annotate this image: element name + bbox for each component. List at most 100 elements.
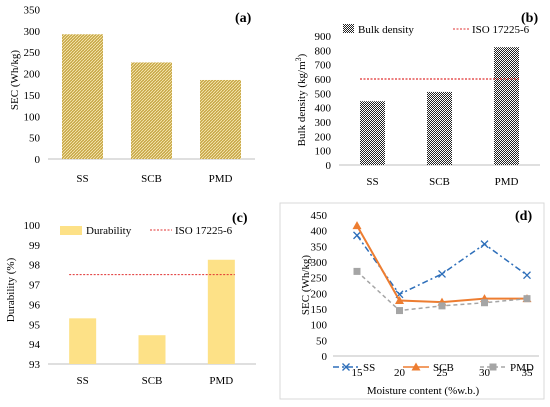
chart-d-frame xyxy=(279,202,545,400)
chart-c-ytick-label: 95 xyxy=(29,319,41,331)
data-point-ss xyxy=(523,271,531,280)
x-axis-title-d: Moisture content (%w.b.) xyxy=(367,385,480,397)
chart-b-ytick-label: 100 xyxy=(315,146,332,158)
chart-a-bar xyxy=(200,79,241,159)
chart-a-ytick-label: 50 xyxy=(29,133,41,145)
chart-c-ytick-label: 97 xyxy=(29,280,41,292)
chart-d-ytick-label: 350 xyxy=(311,241,328,253)
legend-d: SS SCB PMD xyxy=(333,362,534,374)
chart-b-bar xyxy=(427,91,452,165)
legend-d-marker-scb xyxy=(411,362,421,371)
legend-d-label-pmd: PMD xyxy=(510,362,534,374)
y-axis-title-b-sup: 3 xyxy=(294,57,303,61)
chart-c-category-label: PMD xyxy=(209,375,233,387)
data-point-pmd xyxy=(353,267,361,275)
chart-b-ytick-label: 300 xyxy=(315,117,332,129)
y-axis-title-b-end: ) xyxy=(296,53,308,57)
data-point-ss xyxy=(353,231,361,240)
legend-b-series-label: Bulk density xyxy=(358,24,414,36)
chart-d-xtick-label: 20 xyxy=(394,367,406,379)
chart-d-ytick-label: 400 xyxy=(311,226,328,238)
chart-a-ytick-label: 250 xyxy=(24,47,41,59)
chart-d-svg: (d) SEC (Wh/kg) Moisture content (%w.b.)… xyxy=(279,202,545,400)
y-axis-title-a: SEC (Wh/kg) xyxy=(9,50,21,111)
chart-d-xtick-label: 35 xyxy=(522,367,534,379)
chart-b-category-label: SCB xyxy=(429,176,450,188)
chart-c-svg: (c) Durability (%) Durability ISO 17225-… xyxy=(5,211,256,387)
data-point-pmd xyxy=(523,295,531,303)
legend-c-reference-label: ISO 17225-6 xyxy=(175,225,233,237)
data-point-ss xyxy=(438,269,446,278)
chart-d-xtick-label: 25 xyxy=(437,367,449,379)
legend-b-swatch xyxy=(343,24,354,33)
panel-label-b: (b) xyxy=(521,11,538,26)
data-point-pmd xyxy=(396,307,403,315)
legend-d-label-scb: SCB xyxy=(433,362,454,374)
chart-b-ytick-label: 400 xyxy=(315,103,332,115)
chart-a-ytick-label: 100 xyxy=(24,111,41,123)
chart-a-category-label: SS xyxy=(76,173,88,185)
chart-b-category-label: PMD xyxy=(495,176,519,188)
legend-d-marker-pmd xyxy=(489,363,497,371)
chart-d-ytick-label: 0 xyxy=(322,351,328,363)
chart-c-ytick-label: 98 xyxy=(29,260,41,272)
y-axis-title-c: Durability (%) xyxy=(5,257,17,322)
legend-d-label-ss: SS xyxy=(363,362,375,374)
chart-panel-b: (b) Bulk density (kg/m3) Bulk density IS… xyxy=(275,0,550,200)
data-point-scb xyxy=(352,221,362,230)
data-point-scb xyxy=(395,296,404,305)
chart-d-ytick-label: 150 xyxy=(311,304,328,316)
chart-a-ytick-label: 350 xyxy=(24,5,41,17)
chart-c-category-label: SCB xyxy=(142,375,163,387)
data-point-ss xyxy=(480,240,489,249)
chart-d-ytick-label: 450 xyxy=(311,210,328,222)
chart-b-category-label: SS xyxy=(366,176,378,188)
legend-c-series-label: Durability xyxy=(86,225,132,237)
y-axis-title-d: SEC (Wh/kg) xyxy=(300,255,312,316)
chart-c-ytick-label: 99 xyxy=(29,240,41,252)
chart-b-ytick-label: 900 xyxy=(315,31,332,43)
chart-a-category-label: PMD xyxy=(209,173,233,185)
chart-d-ytick-label: 250 xyxy=(311,273,328,285)
legend-b-reference-label: ISO 17225-6 xyxy=(472,24,530,36)
panel-label-d: (d) xyxy=(515,209,532,224)
chart-panel-d: (d) SEC (Wh/kg) Moisture content (%w.b.)… xyxy=(275,200,550,402)
data-point-pmd xyxy=(481,299,488,307)
chart-b-svg: (b) Bulk density (kg/m3) Bulk density IS… xyxy=(294,11,540,188)
chart-a-svg: (a) SEC (Wh/kg) 0 50 100 150 200 250 300 350 SS… xyxy=(9,5,255,185)
chart-c-ytick-label: 96 xyxy=(29,299,41,311)
legend-c: Durability ISO 17225-6 xyxy=(60,225,233,237)
chart-a-bar xyxy=(131,62,172,159)
panel-label-c: (c) xyxy=(232,211,248,226)
chart-a-category-label: SCB xyxy=(141,173,162,185)
chart-c-bar xyxy=(207,259,235,364)
series-line-ss xyxy=(356,234,528,296)
chart-d-ytick-label: 200 xyxy=(311,288,328,300)
data-point-pmd xyxy=(438,302,446,310)
chart-d-ytick-label: 100 xyxy=(311,320,328,332)
chart-b-bar xyxy=(360,101,385,165)
chart-a-bar xyxy=(62,34,103,159)
chart-b-ytick-label: 600 xyxy=(315,74,332,86)
chart-d-ytick-label: 300 xyxy=(311,257,328,269)
chart-d-ytick-label: 50 xyxy=(316,335,328,347)
chart-b-ytick-label: 700 xyxy=(315,60,332,72)
chart-b-ytick-label: 0 xyxy=(326,160,332,172)
chart-panel-c: (c) Durability (%) Durability ISO 17225-… xyxy=(0,200,275,402)
chart-d-xtick-label: 30 xyxy=(479,367,491,379)
chart-a-ytick-label: 200 xyxy=(24,69,41,81)
series-line-scb xyxy=(356,225,527,304)
y-axis-title-b: Bulk density (kg/m3) xyxy=(294,53,308,146)
panel-label-a: (a) xyxy=(235,11,252,26)
chart-c-ytick-label: 100 xyxy=(24,220,41,232)
y-axis-title-b-main: Bulk density (kg/m xyxy=(296,61,308,146)
chart-b-ytick-label: 500 xyxy=(315,88,332,100)
chart-b-ytick-label: 800 xyxy=(315,45,332,57)
chart-b-ytick-label: 200 xyxy=(315,131,332,143)
legend-c-swatch xyxy=(60,226,82,235)
chart-a-ytick-label: 0 xyxy=(35,154,41,166)
chart-panel-a: (a) SEC (Wh/kg) 0 50 100 150 200 250 300 350 SS… xyxy=(0,0,275,200)
chart-a-ytick-label: 300 xyxy=(24,26,41,38)
chart-c-bar xyxy=(138,335,166,364)
chart-b-bar xyxy=(494,47,519,165)
